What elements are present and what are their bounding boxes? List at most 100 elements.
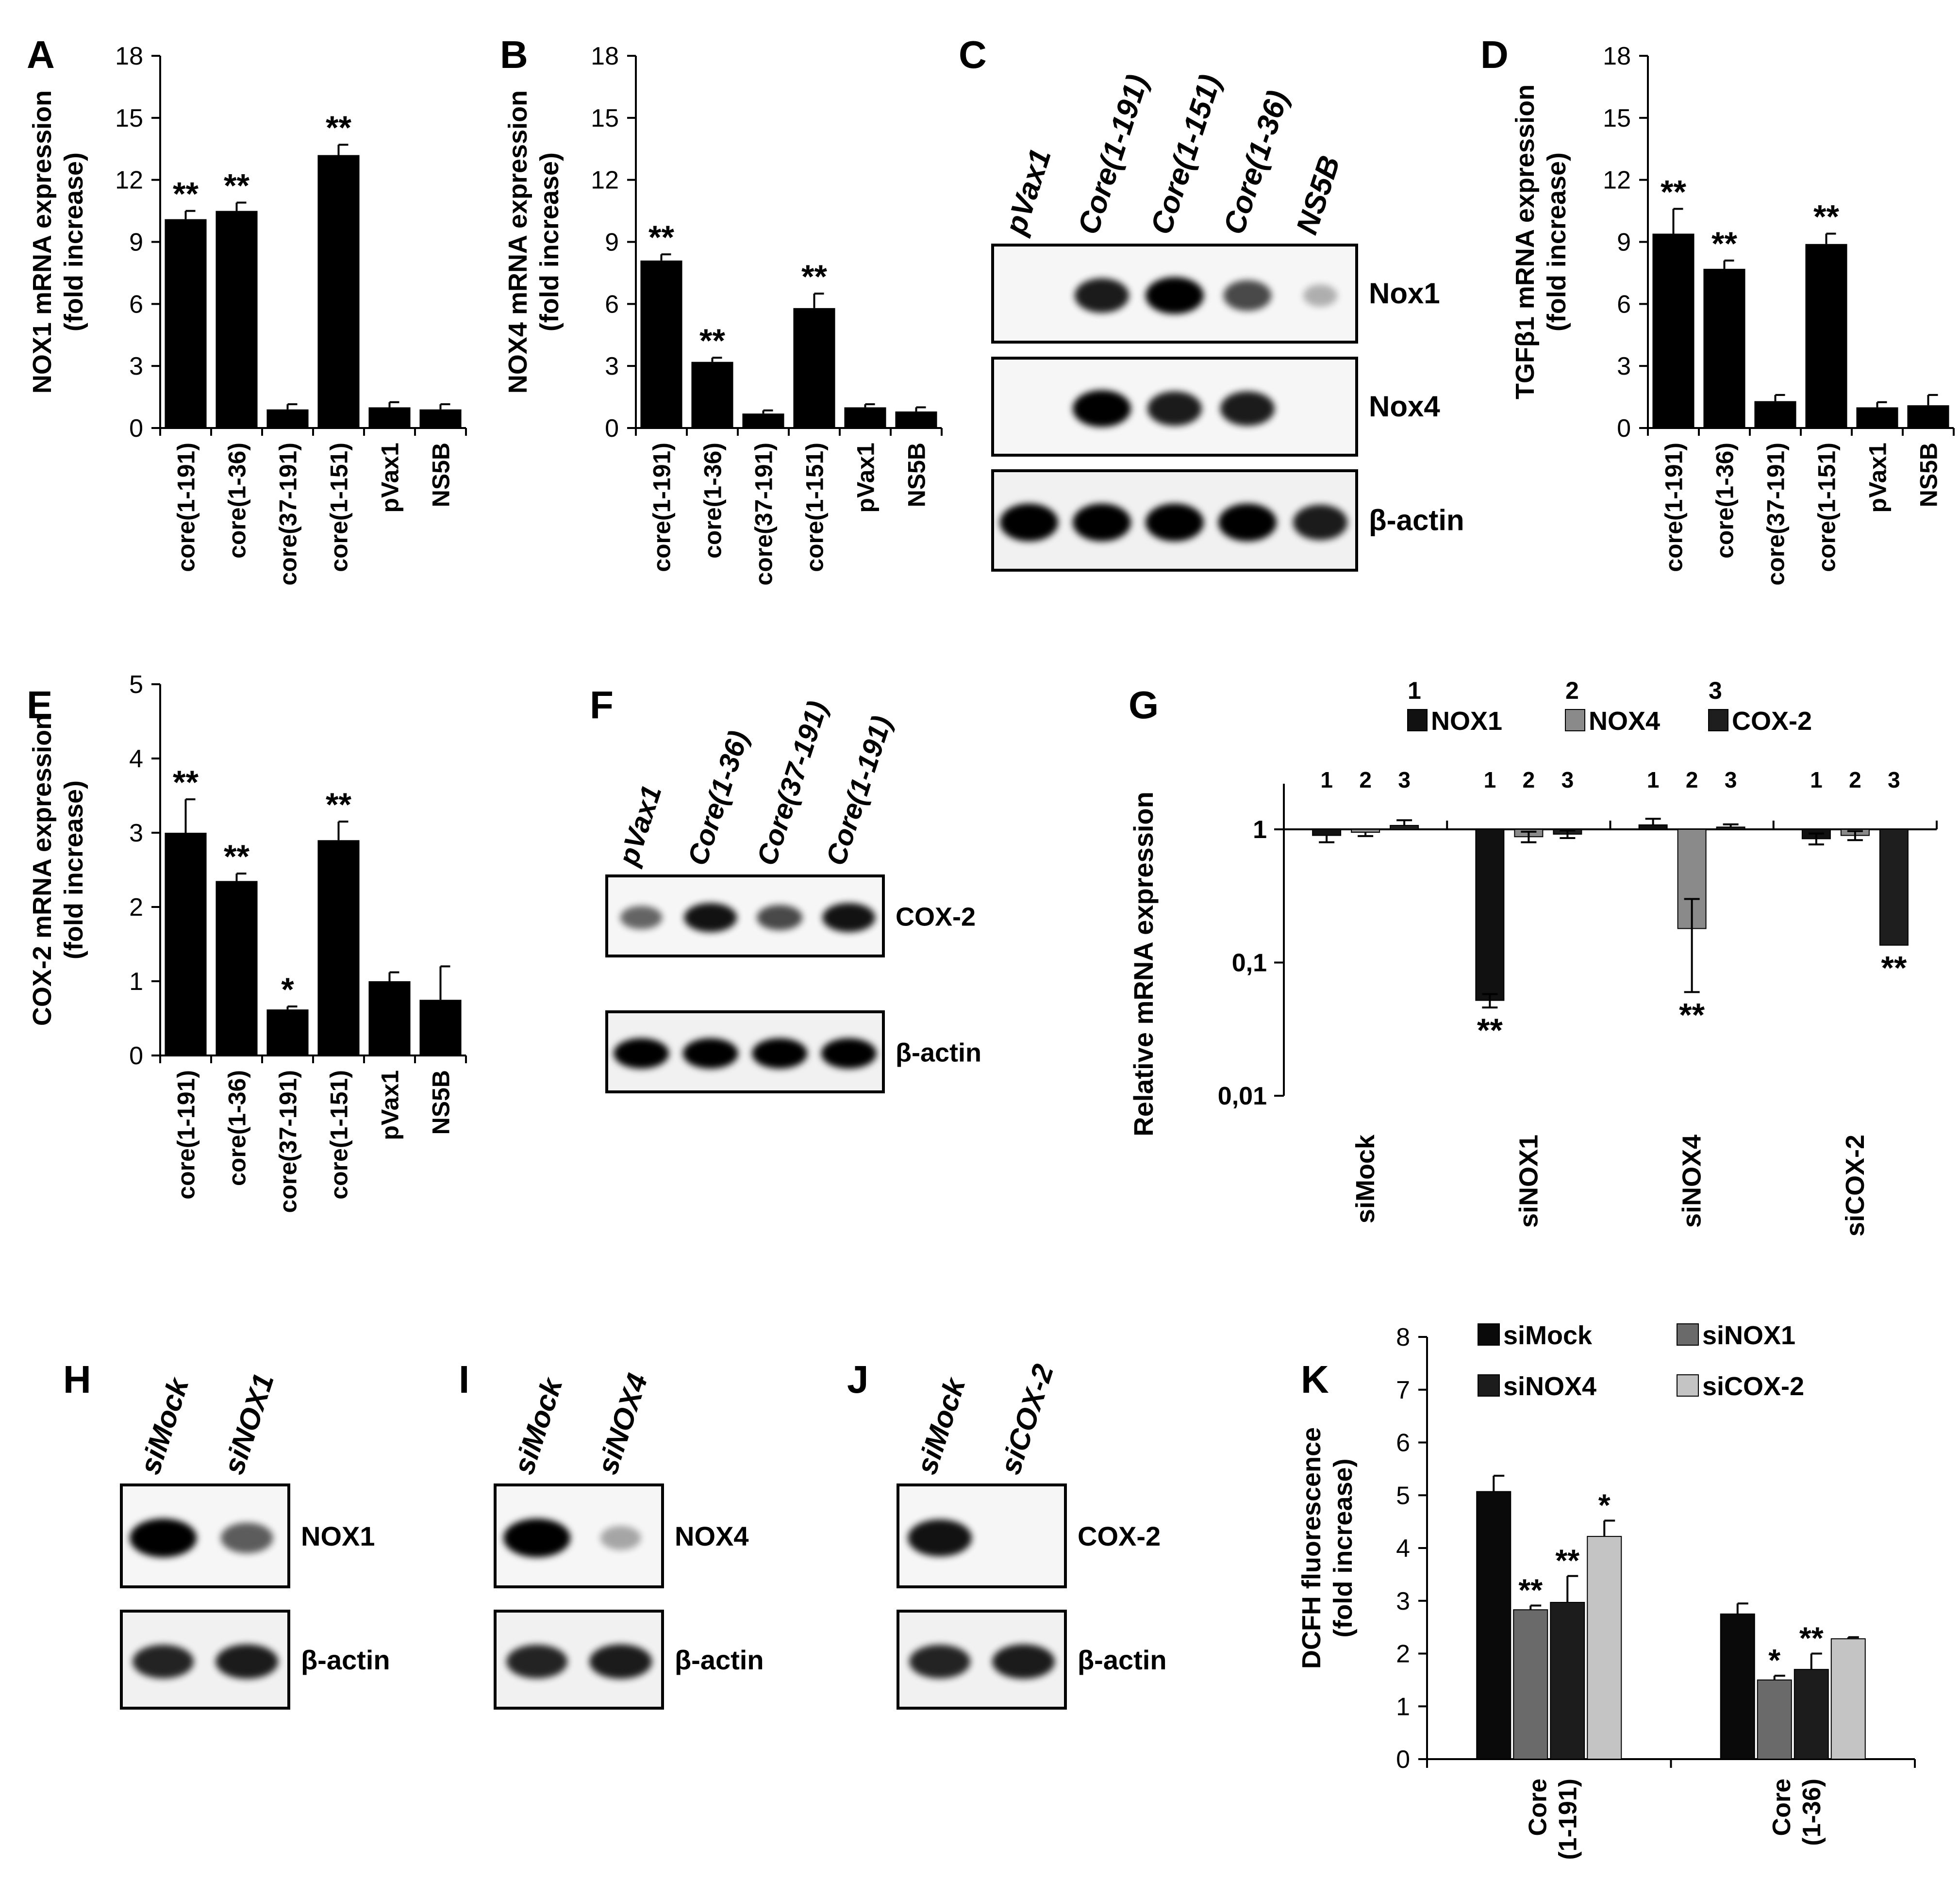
y-tick-label: 1 — [1253, 816, 1267, 844]
blot-band — [682, 1038, 738, 1069]
significance-mark: ** — [326, 786, 351, 823]
legend-swatch — [1708, 709, 1728, 731]
y-tick-label: 4 — [129, 745, 143, 773]
y-tick-label: 5 — [1396, 1482, 1410, 1510]
y-tick-label: 0,01 — [1218, 1082, 1267, 1110]
bar — [1476, 1491, 1512, 1760]
y-tick-label: 12 — [1603, 166, 1631, 195]
lane-label: Core(1-36) — [1217, 86, 1295, 238]
bar — [368, 407, 411, 428]
y-axis-title: TGFβ1 mRNA expression — [1511, 84, 1540, 399]
series-number-label: 3 — [1398, 767, 1411, 792]
y-axis-subtitle: (fold increase) — [59, 152, 88, 331]
bar — [216, 211, 258, 428]
x-tick-label: core(1-191) — [173, 1070, 200, 1200]
blot-band — [1073, 390, 1131, 427]
lane-label: Core(1-151) — [1145, 71, 1228, 239]
y-tick-label: 18 — [591, 42, 619, 70]
y-tick-label: 0 — [605, 414, 619, 443]
bar — [1587, 1536, 1622, 1760]
blot-row-label: Nox4 — [1369, 390, 1440, 423]
y-axis-title: COX-2 mRNA expression — [28, 714, 57, 1026]
blot-band — [1074, 278, 1129, 313]
blot-strip — [897, 1483, 1067, 1588]
blot-row-label: COX-2 — [1078, 1521, 1161, 1551]
significance-mark: ** — [1477, 1012, 1503, 1049]
significance-mark: ** — [648, 219, 674, 256]
blot-j: siMock siCOX-2 COX-2 β-actin — [897, 1360, 1167, 1710]
significance-mark: ** — [173, 176, 199, 213]
blot-band — [130, 1518, 197, 1558]
x-tick-label: core(1-36) — [1711, 443, 1739, 559]
blot-band — [1218, 503, 1277, 542]
x-tick-label: siNOX4 — [1678, 1135, 1707, 1228]
blot-band — [1147, 391, 1202, 426]
blot-band — [614, 1038, 669, 1069]
bar — [1830, 1638, 1866, 1760]
x-tick-label: core(1-151) — [801, 443, 829, 572]
bar — [1312, 828, 1342, 836]
blot-band — [133, 1645, 194, 1679]
y-tick-label: 18 — [1603, 42, 1631, 70]
lane-label: pVax1 — [998, 145, 1058, 239]
panel-letter-j: J — [847, 1358, 869, 1401]
y-tick-label: 9 — [1617, 229, 1631, 257]
legend-swatch — [1478, 1323, 1500, 1346]
x-tick-label: siCOX-2 — [1841, 1135, 1870, 1236]
bar — [266, 409, 309, 428]
panel-letter-k: K — [1301, 1358, 1329, 1401]
x-tick-label: siMock — [1351, 1134, 1380, 1223]
panel-letter-h: H — [63, 1358, 91, 1401]
legend-label: NOX4 — [1589, 707, 1660, 736]
bar — [1754, 401, 1796, 428]
y-tick-label: 1 — [129, 968, 143, 996]
bar — [1757, 1679, 1792, 1760]
blot-band — [1293, 505, 1348, 541]
lane-label: siNOX4 — [591, 1369, 654, 1478]
bar — [1794, 1669, 1829, 1760]
y-tick-label: 0 — [129, 414, 143, 443]
legend: 1 NOX1 2 NOX4 3 COX-2 — [1407, 677, 1812, 736]
bar — [1351, 828, 1380, 833]
x-tick-label: siNOX1 — [1514, 1135, 1543, 1228]
x-tick-label: pVax1 — [377, 1070, 404, 1140]
bar — [266, 1009, 309, 1055]
y-tick-label: 0 — [1617, 414, 1631, 443]
blot-row-label: β-actin — [1369, 504, 1464, 537]
blot-band — [1000, 503, 1058, 542]
x-tick-label: NS5B — [1915, 443, 1943, 507]
blot-row-label: NOX4 — [675, 1521, 749, 1551]
y-tick-label: 0,1 — [1232, 949, 1267, 977]
bar — [844, 407, 886, 428]
bar — [1907, 405, 1949, 428]
panel-letter-e: E — [27, 683, 52, 726]
lane-label: Core(1-191) — [1072, 71, 1155, 239]
chart-a: 0 3 6 9 12 15 18 ** core(1-191) ** core(1-36) core(… — [28, 42, 467, 586]
y-tick-label: 15 — [115, 104, 143, 132]
chart-g: 1 0,1 0,01 1 2 3 siMock ** 1 2 3 siNOX1 1 ** 2 3 siNOX4 1… — [1128, 677, 1938, 1236]
lane-label: Core(1-36) — [681, 727, 754, 869]
y-tick-label: 1 — [1396, 1693, 1410, 1721]
series-number-label: 1 — [1810, 767, 1823, 792]
panel-letter-i: I — [459, 1358, 469, 1401]
significance-mark: ** — [173, 764, 199, 801]
significance-mark: * — [1768, 1643, 1780, 1678]
blot-f: pVax1 Core(1-36)Core(37-191)Core(1-191) CO… — [605, 697, 981, 1093]
lane-label: Core(37-191) — [751, 697, 833, 869]
legend-number: 3 — [1709, 677, 1722, 704]
legend-label: siNOX4 — [1503, 1372, 1596, 1401]
legend-swatch — [1677, 1323, 1699, 1346]
series-number-label: 3 — [1725, 767, 1737, 792]
blot-band — [589, 1644, 652, 1679]
significance-mark: ** — [224, 838, 249, 875]
blot-band — [220, 1522, 273, 1553]
blot-band — [684, 903, 737, 932]
blot-row-label: NOX1 — [301, 1521, 375, 1551]
x-tick-label: core(1-191) — [173, 443, 200, 572]
y-axis-subtitle: (fold increase) — [1329, 1458, 1358, 1637]
series-number-label: 2 — [1686, 767, 1698, 792]
legend-number: 1 — [1408, 677, 1421, 704]
legend-label: NOX1 — [1431, 707, 1502, 736]
blot-band — [992, 1644, 1055, 1679]
